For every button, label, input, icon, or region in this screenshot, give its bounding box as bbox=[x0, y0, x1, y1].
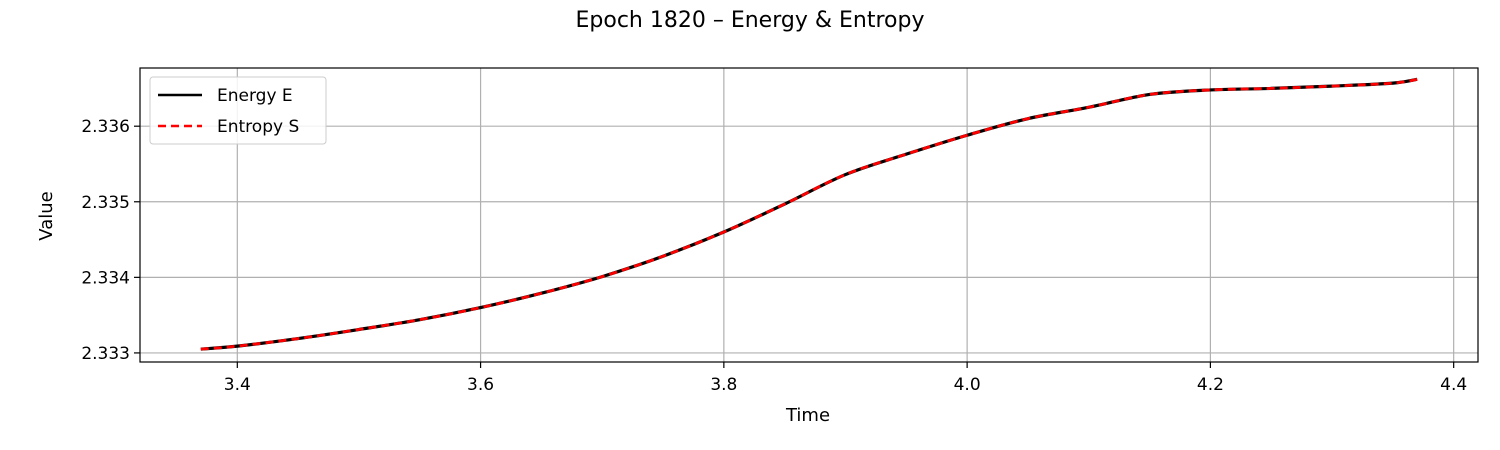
legend-label-energy: Energy E bbox=[217, 86, 293, 106]
x-tick-label: 3.4 bbox=[224, 375, 251, 395]
x-tick-label: 4.2 bbox=[1197, 375, 1224, 395]
y-tick-label: 2.335 bbox=[81, 193, 130, 213]
x-tick-label: 4.4 bbox=[1440, 375, 1467, 395]
x-tick-label: 3.8 bbox=[710, 375, 737, 395]
x-axis-label: Time bbox=[785, 405, 830, 426]
y-tick-label: 2.334 bbox=[81, 268, 130, 288]
chart-title: Epoch 1820 – Energy & Entropy bbox=[576, 8, 925, 33]
y-tick-label: 2.333 bbox=[81, 344, 130, 364]
legend: Energy E Entropy S bbox=[150, 77, 326, 144]
y-axis-label: Value bbox=[36, 191, 57, 240]
x-tick-label: 4.0 bbox=[954, 375, 981, 395]
legend-label-entropy: Entropy S bbox=[217, 117, 299, 137]
x-tick-label: 3.6 bbox=[467, 375, 494, 395]
y-tick-label: 2.336 bbox=[81, 117, 130, 137]
